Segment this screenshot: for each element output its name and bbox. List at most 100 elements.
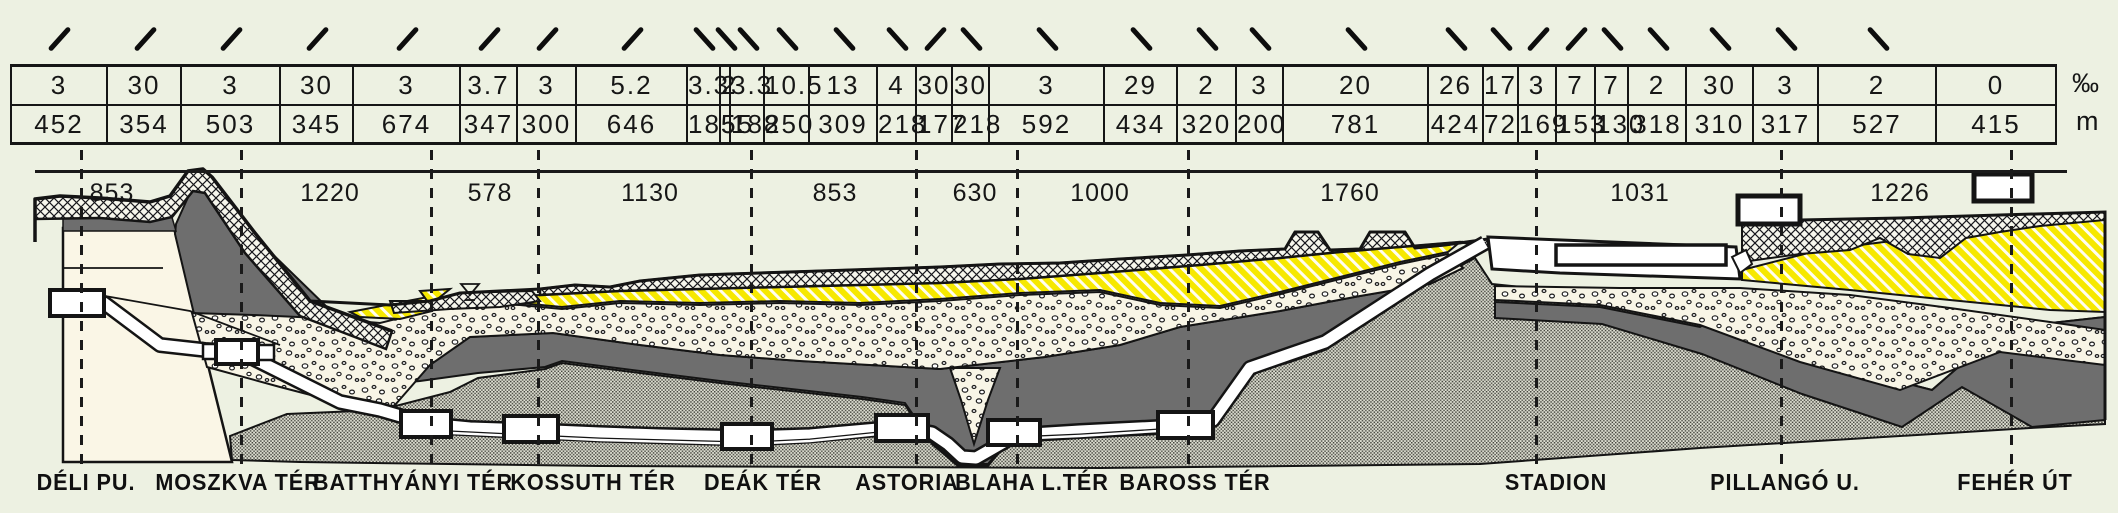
grade-cell: 3.3 — [688, 67, 728, 104]
grade-cell: 3 — [1519, 67, 1557, 104]
grade-cell: 3 — [1754, 67, 1819, 104]
station-distance-label: 630 — [952, 179, 998, 207]
length-cell: 200 — [1237, 106, 1284, 142]
length-cell: 318 — [1629, 106, 1687, 142]
unit-label-m: m — [2076, 106, 2099, 136]
length-cell: 185 — [688, 106, 735, 142]
grade-cell: 13 — [810, 67, 878, 104]
grade-cell: 2 — [1178, 67, 1237, 104]
station-distance-label: 853 — [812, 179, 858, 207]
station-label: DÉLI PU. — [36, 469, 136, 495]
station-box-kossuth-ter — [502, 414, 560, 444]
unit-label-per-mille: ‰ — [2072, 68, 2099, 98]
grade-cell: 3 — [354, 67, 461, 104]
grade-row: 3 30 3 30 3 3.7 3 5.2 3.3 2 3.3 10.5 13 4 30 30 3 29 2 3 20 2… — [10, 64, 2057, 106]
station-box-blaha-l-ter — [986, 418, 1042, 447]
length-cell: 72 — [1484, 106, 1519, 142]
length-cell: 354 — [108, 106, 182, 142]
grade-cell: 3 — [518, 67, 577, 104]
grade-cell: 30 — [917, 67, 953, 104]
grade-cell: 5.2 — [577, 67, 688, 104]
reference-line — [35, 170, 2067, 173]
station-box-deli-pu — [48, 288, 106, 318]
station-label: FEHÉR ÚT — [1957, 469, 2073, 495]
grade-cell: 2 — [1629, 67, 1687, 104]
length-cell: 320 — [1178, 106, 1237, 142]
station-label: BATTHYÁNYI TÉR — [312, 469, 514, 495]
station-distance-label: 1031 — [1610, 179, 1670, 207]
surface-line-west — [33, 167, 393, 333]
layer-stipple-tongue — [948, 367, 1002, 448]
surface-structure-feher-ut — [1971, 171, 2035, 204]
length-cell: 646 — [577, 106, 688, 142]
surface-structure-pillango — [1735, 193, 1803, 227]
station-box-baross-ter — [1156, 410, 1215, 440]
grade-cell: 30 — [281, 67, 354, 104]
grade-cell: 20 — [1284, 67, 1429, 104]
grade-cell: 3 — [990, 67, 1105, 104]
length-cell: 218 — [878, 106, 925, 142]
length-cell: 310 — [1687, 106, 1754, 142]
length-cell: 781 — [1284, 106, 1429, 142]
grade-cell: 3 — [182, 67, 281, 104]
length-cell: 55 — [721, 106, 752, 142]
stadion-platform — [1554, 243, 1728, 267]
grade-cell: 30 — [953, 67, 990, 104]
grade-cell: 7 — [1557, 67, 1596, 104]
length-cell: 153 — [1557, 106, 1604, 142]
length-cell: 130 — [1596, 106, 1643, 142]
length-cell: 317 — [1754, 106, 1819, 142]
length-cell: 177 — [917, 106, 964, 142]
station-label: BLAHA L.TÉR — [955, 469, 1109, 495]
length-cell: 218 — [953, 106, 1000, 142]
grade-cell: 3.7 — [461, 67, 518, 104]
grade-cell: 3.3 — [731, 67, 771, 104]
grade-cell: 17 — [1484, 67, 1519, 104]
length-cell: 347 — [461, 106, 518, 142]
station-box-deak-ter — [720, 422, 774, 451]
grade-cell: 3 — [1237, 67, 1284, 104]
station-distance-label: 1130 — [621, 179, 679, 207]
length-cell: 169 — [1519, 106, 1566, 142]
station-label: ASTORIA — [855, 469, 959, 495]
water-level-icon — [459, 283, 481, 301]
station-box-moszkva-ter — [214, 338, 260, 366]
grade-cell: 2 — [1819, 67, 1937, 104]
station-distance-label: 1226 — [1870, 179, 1930, 207]
surface-line-river-pest — [309, 230, 1489, 307]
length-cell: 345 — [281, 106, 354, 142]
deli-aux-lines — [63, 267, 281, 346]
station-label: PILLANGÓ U. — [1710, 469, 1860, 495]
station-label: MOSZKVA TÉR — [155, 469, 321, 495]
station-label: KOSSUTH TÉR — [510, 469, 676, 495]
layer-stipple-main — [190, 252, 1465, 415]
station-label: STADION — [1504, 469, 1608, 495]
grade-cell: 10.5 — [765, 67, 822, 104]
station-label: DEÁK TÉR — [703, 469, 823, 495]
length-cell: 592 — [990, 106, 1105, 142]
grade-cell: 30 — [108, 67, 182, 104]
grade-cell: 3 — [10, 67, 108, 104]
station-box-astoria — [874, 413, 930, 443]
length-cell: 415 — [1937, 106, 2057, 142]
length-cell: 674 — [354, 106, 461, 142]
length-cell: 300 — [518, 106, 577, 142]
station-distance-label: 1220 — [300, 179, 360, 207]
length-cell: 188 — [731, 106, 778, 142]
gradient-length-table: 3 30 3 30 3 3.7 3 5.2 3.3 2 3.3 10.5 13 4 30 30 3 29 2 3 20 2… — [10, 64, 2057, 145]
station-distance-label: 1000 — [1070, 179, 1130, 207]
length-cell: 527 — [1819, 106, 1937, 142]
grade-cell: 26 — [1429, 67, 1484, 104]
length-row: 452 354 503 345 674 347 300 646 185 55 188 250 309 21… — [10, 106, 2057, 145]
length-cell: 309 — [810, 106, 878, 142]
station-label: BAROSS TÉR — [1119, 469, 1271, 495]
grade-cell: 7 — [1596, 67, 1629, 104]
length-cell: 503 — [182, 106, 281, 142]
grade-cell: 29 — [1105, 67, 1178, 104]
grade-cell: 2 — [721, 67, 735, 104]
grade-cell: 30 — [1687, 67, 1754, 104]
length-cell: 434 — [1105, 106, 1178, 142]
length-cell: 424 — [1429, 106, 1484, 142]
